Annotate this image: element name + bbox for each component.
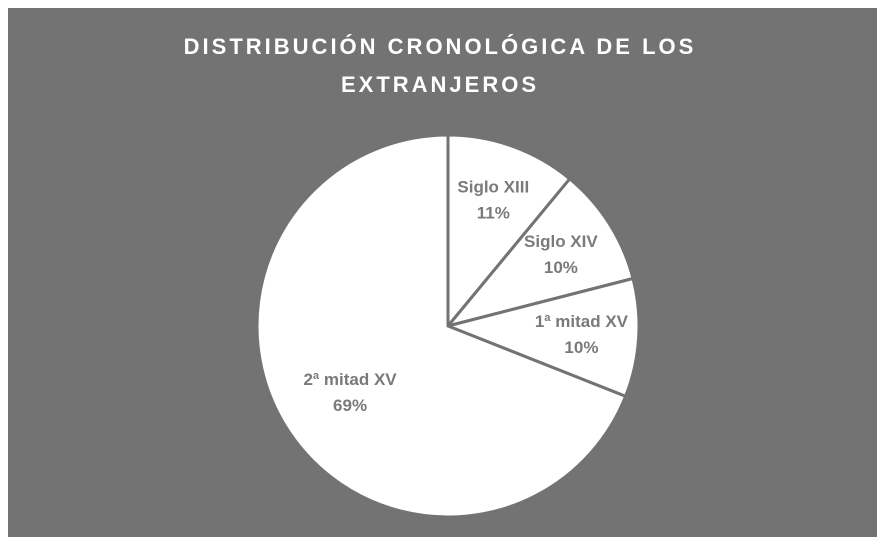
- data-label-value: 69%: [333, 396, 367, 415]
- data-label-category: Siglo XIV: [524, 232, 598, 251]
- data-label-value: 11%: [477, 204, 510, 223]
- data-label-value: 10%: [544, 258, 578, 277]
- data-label-value: 10%: [564, 338, 598, 357]
- data-label-category: 1ª mitad XV: [535, 312, 629, 331]
- pie-slice: [255, 133, 628, 519]
- data-label-category: Siglo XIII: [457, 178, 529, 197]
- pie-slice: [443, 276, 641, 399]
- chart-title: DISTRIBUCIÓN CRONOLÓGICA DE LOS EXTRANJE…: [183, 34, 697, 97]
- data-label-category: 2ª mitad XV: [303, 370, 397, 389]
- pie-slice: [446, 133, 572, 331]
